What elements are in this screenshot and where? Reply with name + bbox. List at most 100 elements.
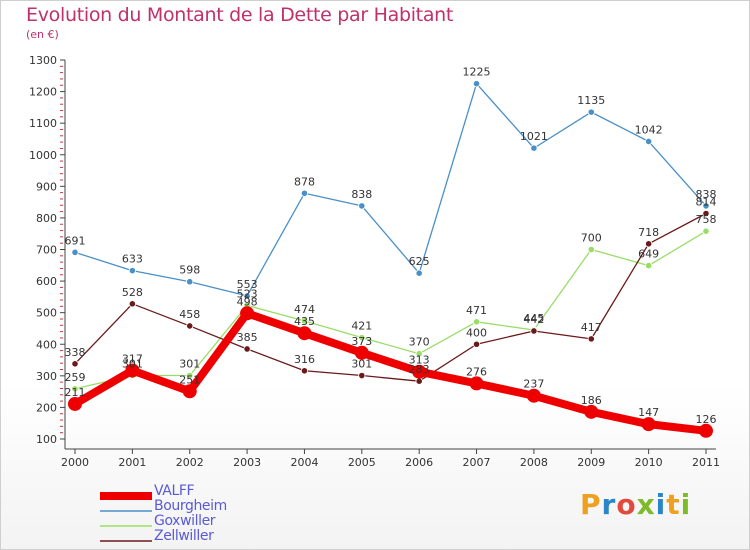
data-label-zellwiller-2011: 814: [696, 195, 717, 208]
point-valff-2001: [125, 363, 140, 378]
point-goxwiller-2007: [472, 318, 481, 326]
x-tick-label-2010: 2010: [635, 456, 663, 469]
point-valff-2004: [297, 326, 312, 341]
point-zellwiller-2010: [645, 240, 653, 248]
x-tick-label-2000: 2000: [61, 456, 89, 469]
data-label-valff-2007: 276: [466, 365, 487, 378]
data-label-goxwiller-2009: 700: [581, 232, 602, 245]
data-label-goxwiller-2001: 301: [122, 358, 143, 371]
y-tick-label-500: 500: [36, 307, 57, 320]
point-valff-2010: [641, 417, 656, 432]
y-tick-label-800: 800: [36, 212, 57, 225]
data-label-goxwiller-2000: 259: [65, 371, 86, 384]
legend-item-goxwiller: Goxwiller: [100, 514, 300, 530]
x-tick-label-2007: 2007: [463, 456, 491, 469]
legend-swatch-valff: [100, 492, 152, 500]
data-label-bourgheim-2007: 1225: [463, 66, 491, 79]
data-label-bourgheim-2005: 838: [351, 188, 372, 201]
point-zellwiller-2004: [300, 367, 309, 375]
point-goxwiller-2005: [358, 334, 366, 342]
x-tick-label-2004: 2004: [290, 456, 318, 469]
data-label-goxwiller-2002: 301: [179, 358, 200, 371]
data-label-bourgheim-2001: 633: [122, 253, 143, 266]
y-tick-label-300: 300: [36, 370, 57, 383]
series-line-zellwiller: [74, 212, 707, 382]
data-label-valff-2006: 313: [409, 354, 430, 367]
point-goxwiller-2010: [645, 262, 653, 270]
x-tick-label-2002: 2002: [176, 456, 204, 469]
data-label-bourgheim-2010: 1042: [635, 123, 663, 136]
data-label-bourgheim-2011: 838: [696, 188, 717, 201]
point-goxwiller-2009: [587, 245, 595, 254]
series-line-bourgheim: [74, 83, 707, 297]
data-label-goxwiller-2007: 471: [466, 304, 487, 317]
point-bourgheim-2007: [472, 80, 481, 88]
point-bourgheim-2009: [587, 108, 595, 116]
x-tick-label-2005: 2005: [348, 456, 376, 469]
chart-title: Evolution du Montant de la Dette par Hab…: [26, 4, 454, 26]
data-label-valff-2004: 435: [294, 315, 315, 328]
y-tick-label-600: 600: [36, 275, 57, 288]
data-label-goxwiller-2010: 649: [638, 248, 659, 261]
data-label-valff-2005: 373: [351, 335, 372, 348]
y-tick-label-400: 400: [36, 338, 57, 351]
point-zellwiller-2002: [186, 322, 194, 330]
x-tick-label-2008: 2008: [520, 456, 548, 469]
data-label-bourgheim-2002: 598: [179, 264, 200, 277]
point-goxwiller-2002: [186, 371, 194, 380]
legend-item-valff: VALFF: [100, 484, 300, 500]
point-zellwiller-2003: [243, 345, 251, 353]
data-label-valff-2002: 251: [179, 373, 200, 386]
point-zellwiller-2009: [587, 335, 595, 343]
data-label-bourgheim-2004: 878: [294, 175, 315, 188]
point-bourgheim-2003: [243, 292, 251, 300]
data-label-valff-2001: 317: [122, 352, 143, 365]
x-tick-label-2001: 2001: [118, 456, 146, 469]
legend-item-bourgheim: Bourgheim: [100, 499, 300, 515]
data-label-zellwiller-2008: 442: [523, 313, 544, 326]
point-goxwiller-2004: [300, 317, 309, 325]
point-bourgheim-2000: [71, 248, 79, 256]
point-zellwiller-2008: [530, 327, 538, 335]
data-label-zellwiller-2001: 528: [122, 286, 143, 299]
data-label-zellwiller-2003: 385: [237, 331, 258, 344]
point-goxwiller-2011: [702, 227, 710, 235]
y-tick-label-100: 100: [36, 433, 57, 446]
point-valff-2003: [240, 306, 255, 321]
point-goxwiller-2006: [415, 350, 423, 358]
point-zellwiller-2011: [702, 209, 710, 218]
legend-swatch-goxwiller: [100, 525, 152, 527]
series-line-valff: [71, 309, 710, 435]
y-tick-label-1200: 1200: [29, 86, 57, 99]
data-label-zellwiller-2006: 283: [409, 363, 430, 376]
y-tick-label-1100: 1100: [29, 117, 57, 130]
point-bourgheim-2002: [186, 278, 194, 286]
data-label-zellwiller-2004: 316: [294, 353, 315, 366]
legend-label-zellwiller: Zellwiller: [154, 528, 214, 544]
point-valff-2000: [68, 396, 82, 411]
y-tick-label-900: 900: [36, 180, 57, 193]
point-goxwiller-2000: [71, 385, 79, 393]
x-tick-label-2011: 2011: [692, 456, 720, 469]
point-valff-2011: [699, 423, 713, 438]
point-valff-2002: [182, 384, 197, 399]
point-bourgheim-2005: [358, 202, 366, 210]
point-bourgheim-2004: [300, 189, 309, 197]
point-bourgheim-2011: [702, 202, 710, 210]
data-label-valff-2000: 211: [65, 386, 86, 399]
point-valff-2005: [354, 345, 369, 360]
chart-subtitle: (en €): [26, 28, 59, 41]
chart-legend: VALFF Bourgheim Goxwiller Zellwiller: [100, 484, 300, 545]
data-label-valff-2009: 186: [581, 394, 602, 407]
data-label-goxwiller-2005: 421: [351, 320, 372, 333]
x-tick-label-2003: 2003: [233, 456, 261, 469]
point-bourgheim-2008: [530, 144, 538, 152]
data-label-goxwiller-2008: 445: [523, 312, 544, 325]
legend-swatch-bourgheim: [100, 510, 152, 512]
point-bourgheim-2010: [645, 137, 653, 146]
x-tick-label-2009: 2009: [577, 456, 605, 469]
proxiti-logo: Proxiti: [580, 488, 692, 521]
data-label-goxwiller-2004: 474: [294, 303, 315, 316]
data-label-valff-2003: 498: [237, 295, 258, 308]
data-label-bourgheim-2006: 625: [409, 255, 430, 268]
